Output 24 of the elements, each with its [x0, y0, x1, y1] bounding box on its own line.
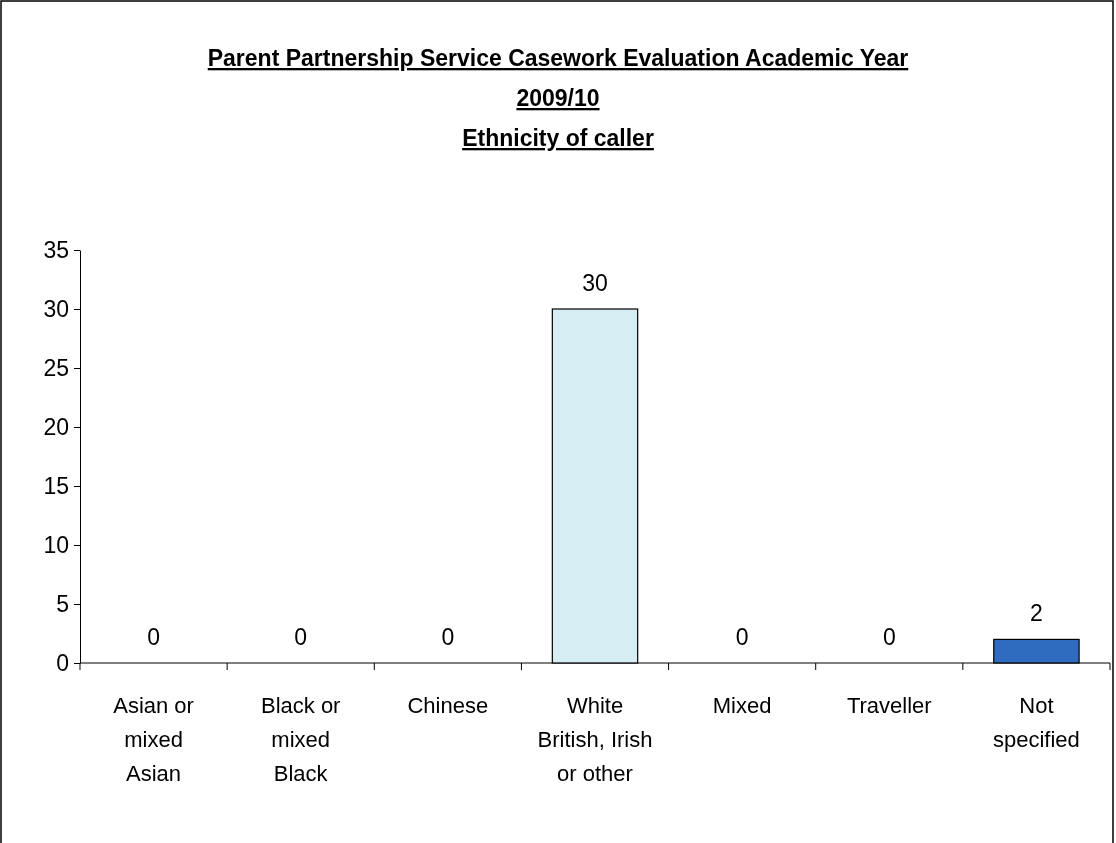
data-label: 2: [1030, 600, 1043, 627]
x-tick-label: Black or mixed Black: [260, 693, 341, 786]
y-tick-label: 25: [43, 354, 69, 381]
data-label: 0: [882, 624, 896, 650]
chart-subtitle: Ethnicity of caller: [462, 125, 654, 151]
data-label: 0: [441, 624, 455, 650]
x-tick-label: Mixed: [712, 693, 772, 718]
data-label: 0: [147, 624, 160, 650]
x-tick-label: Traveller: [846, 693, 932, 718]
x-tick-label: Chinese: [407, 693, 489, 718]
x-tick-label: Not specified: [993, 693, 1080, 752]
y-tick-label: 10: [43, 531, 69, 558]
data-label: 30: [582, 270, 608, 296]
x-tick-label: Asian or mixed Asian: [113, 693, 194, 786]
y-tick-label: 15: [43, 472, 69, 499]
y-tick-label: 0: [56, 649, 69, 676]
data-label: 0: [735, 624, 749, 650]
y-tick-label: 5: [56, 590, 69, 617]
y-tick-label: 20: [43, 413, 69, 440]
x-tick-label: White British, Irish or other: [537, 693, 653, 786]
data-label: 0: [294, 624, 308, 650]
y-tick-label: 30: [43, 295, 69, 322]
y-tick-label: 35: [43, 236, 69, 263]
chart-title: Parent Partnership Service Casework Evaluation Academic Year 2009/10: [207, 45, 909, 111]
